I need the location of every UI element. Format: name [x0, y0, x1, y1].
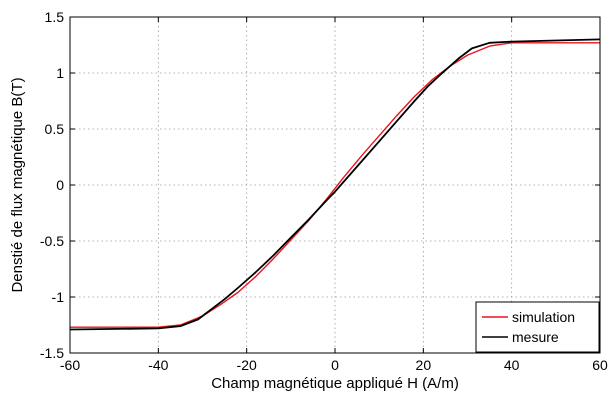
- x-tick-label: 60: [592, 357, 608, 373]
- legend-box: [475, 301, 600, 353]
- x-tick-label: 20: [416, 357, 432, 373]
- y-tick-label: 1.5: [45, 9, 65, 25]
- legend: simulation mesure: [475, 301, 600, 353]
- y-tick-label: -1.5: [40, 345, 64, 361]
- y-tick-label: 1: [56, 65, 64, 81]
- y-axis-label: Denstié de flux magnétique B(T): [9, 77, 26, 292]
- x-tick-label: 0: [331, 357, 339, 373]
- y-tick-label: 0: [56, 177, 64, 193]
- legend-label-simulation: simulation: [512, 309, 575, 325]
- y-tick-label: -0.5: [40, 233, 64, 249]
- grid-lines: [70, 17, 600, 353]
- series-lines: [69, 38, 601, 331]
- x-tick-label: -20: [237, 357, 257, 373]
- x-tick-label: -40: [148, 357, 168, 373]
- x-tick-label: -60: [60, 357, 80, 373]
- tick-labels: -60 -40 -20 0 20 40 60 -1.5 -1 -0.5 0 0.5 1 1.5: [40, 9, 608, 373]
- series-line-mesure: [69, 38, 601, 331]
- x-axis-label: Champ magnétique appliqué H (A/m): [211, 375, 459, 392]
- y-tick-label: -1: [52, 289, 65, 305]
- tick-marks: [69, 16, 601, 354]
- series-line-simulation: [70, 42, 600, 328]
- legend-label-mesure: mesure: [512, 329, 559, 345]
- y-tick-label: 0.5: [45, 121, 65, 137]
- x-tick-label: 40: [504, 357, 520, 373]
